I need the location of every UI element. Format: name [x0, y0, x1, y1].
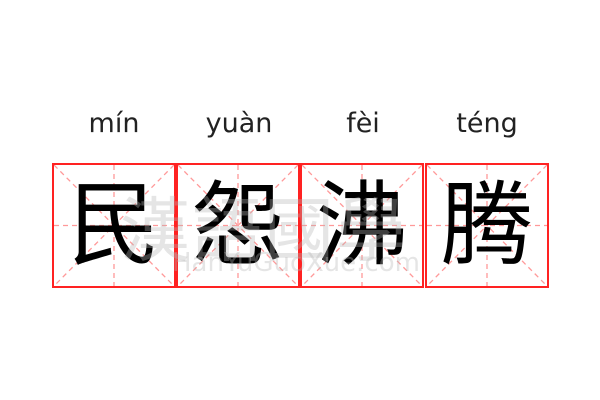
hanzi-1: 民	[67, 171, 160, 279]
guide-lines	[178, 165, 298, 286]
pinyin-3: fèi	[346, 108, 380, 139]
guide-lines	[302, 165, 422, 286]
character-cell: 腾	[425, 163, 549, 288]
guide-line	[54, 165, 174, 286]
pinyin-4: téng	[456, 108, 518, 139]
guide-line	[178, 165, 298, 286]
character-cell: 沸	[300, 163, 424, 288]
character-cell: 民	[52, 163, 176, 288]
hanzi-4: 腾	[440, 171, 533, 279]
guide-lines	[427, 165, 547, 286]
pinyin-1: mín	[88, 108, 140, 139]
guide-line	[302, 165, 422, 286]
guide-lines	[54, 165, 174, 286]
hanzi-2: 怨	[191, 171, 284, 279]
guide-line	[427, 165, 547, 286]
character-grid: 民 怨 沸 腾	[52, 163, 549, 288]
pinyin-2: yuàn	[205, 108, 273, 139]
character-cell: 怨	[176, 163, 300, 288]
hanzi-3: 沸	[315, 171, 408, 279]
